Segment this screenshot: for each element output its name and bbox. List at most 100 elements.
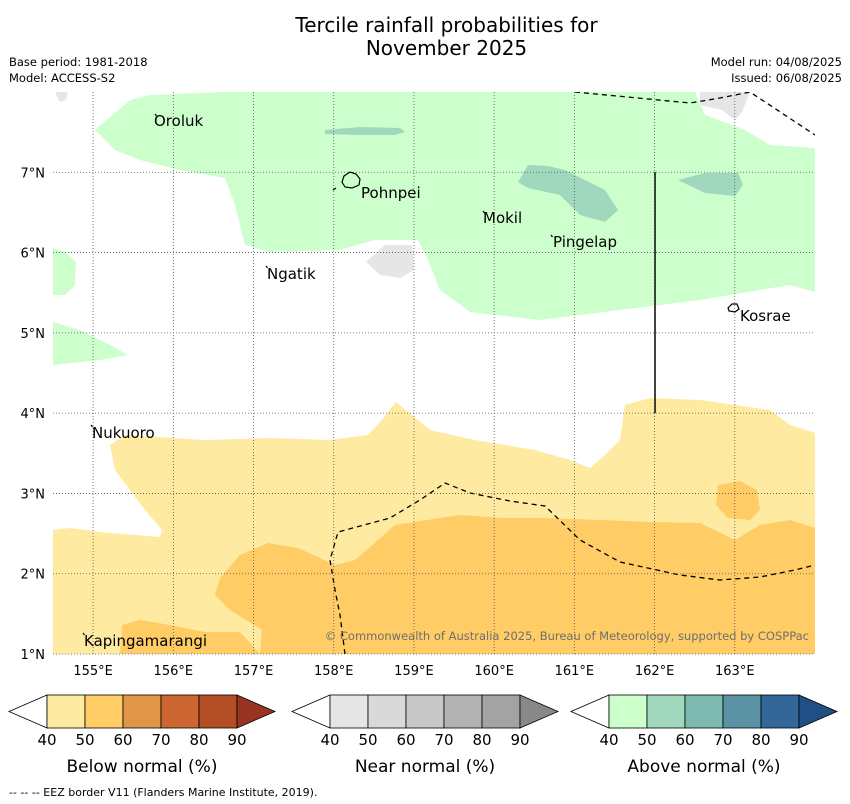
model-run: Model run: 04/08/2025 [710, 55, 842, 69]
colorbar-segment [684, 694, 724, 729]
place-names: Oroluk Pohnpei Mokil Pingelap Ngatik Kosrae Nu… [82, 112, 791, 650]
base-period: Base period: 1981-2018 [9, 55, 148, 69]
colorbar-tick-label: 40 [599, 731, 618, 749]
colorbar-tick-label: 80 [751, 731, 770, 749]
latitude-tick-label: 1°N [21, 648, 46, 663]
title-line-1: Tercile rainfall probabilities for [295, 13, 598, 37]
colorbar-tick-label: 70 [434, 731, 453, 749]
longitude-tick-label: 158°E [314, 664, 354, 679]
place-label-kosrae: Kosrae [740, 307, 791, 325]
colorbar-tick-label: 90 [789, 731, 808, 749]
eez-border-north [574, 92, 815, 136]
model-info: Base period: 1981-2018 Model: ACCESS-S2 [9, 54, 148, 86]
longitude-tick-label: 156°E [154, 664, 194, 679]
map-title: Tercile rainfall probabilities for Novem… [0, 14, 850, 60]
colorbar-segment [405, 694, 445, 729]
run-info: Model run: 04/08/2025 Issued: 06/08/2025 [711, 54, 842, 86]
colorbar-1: 40 50 60 70 80 90 Below normal (%) [7, 694, 277, 777]
latitude-tick-label: 6°N [21, 247, 46, 262]
copyright-notice: © Commonwealth of Australia 2025, Bureau… [325, 629, 809, 643]
colorbar-segment [329, 694, 369, 729]
colorbar-tick-label: 60 [113, 731, 132, 749]
colorbar-segment [608, 694, 648, 729]
place-label-ngatik: Ngatik [267, 265, 316, 283]
eez-footnote: -- -- -- EEZ border V11 (Flanders Marine… [9, 786, 318, 799]
colorbar-3: 40 50 60 70 80 90 Above normal (%) [569, 694, 839, 777]
graticule [53, 92, 815, 655]
place-marker [482, 210, 485, 214]
colorbar-min-extension [7, 694, 48, 729]
near-normal-50-region-a [366, 245, 414, 278]
model-name: Model: ACCESS-S2 [9, 71, 116, 85]
title-line-2: November 2025 [365, 36, 528, 60]
colorbar-tick-label: 40 [37, 731, 56, 749]
place-marker [154, 113, 157, 117]
colorbar-segment [646, 694, 686, 729]
colorbar-tick-label: 80 [189, 731, 208, 749]
place-marker [265, 265, 268, 269]
below-normal-60-east-blob [716, 481, 760, 520]
place-marker [550, 234, 553, 238]
longitude-tick-label: 159°E [394, 664, 434, 679]
islands [332, 171, 740, 313]
place-label-pingelap: Pingelap [553, 233, 617, 251]
above-normal-60-region-b [678, 173, 743, 196]
place-label-oroluk: Oroluk [154, 112, 203, 130]
place-label-pohnpei: Pohnpei [361, 184, 421, 202]
above-normal-60-region-c [325, 127, 405, 135]
colorbar-segment [198, 694, 238, 729]
above-normal-west-patch-2 [53, 322, 128, 365]
colorbar-tick-label: 50 [75, 731, 94, 749]
below-normal-60-region [215, 515, 815, 654]
longitude-tick-label: 155°E [73, 664, 113, 679]
longitude-tick-label: 160°E [474, 664, 514, 679]
below-normal-60-southwest [120, 620, 260, 654]
colorbar-segment [722, 694, 762, 729]
colorbar-tick-label: 90 [510, 731, 529, 749]
latitude-tick-label: 5°N [21, 327, 46, 342]
colorbar-tick-label: 50 [358, 731, 377, 749]
colorbar-segment [160, 694, 200, 729]
colorbar-tick-label: 40 [320, 731, 339, 749]
above-normal-west-patch-1 [53, 248, 76, 295]
colorbar-min-extension [290, 694, 331, 729]
place-label-nukuoro: Nukuoro [92, 424, 155, 442]
colorbar-label: Below normal (%) [67, 757, 218, 777]
colorbar-segment [481, 694, 521, 729]
colorbar-min-extension [569, 694, 610, 729]
colorbar-segment [367, 694, 407, 729]
issue-date: Issued: 06/08/2025 [731, 71, 842, 85]
probability-fields [53, 92, 815, 654]
eez-borders [329, 92, 815, 654]
pohnpei-islet [332, 187, 337, 191]
colorbar-max-extension [798, 694, 839, 729]
colorbar-segment [46, 694, 86, 729]
eez-border-south [329, 482, 815, 654]
colorbar-tick-label: 80 [472, 731, 491, 749]
colorbar-tick-label: 70 [151, 731, 170, 749]
colorbar-tick-label: 90 [227, 731, 246, 749]
place-marker [90, 424, 93, 428]
above-normal-60-region-a [518, 165, 618, 222]
colorbar-legends: 40 50 60 70 80 90 Below normal (%) 40 50 60 70 80 90… [7, 694, 839, 777]
longitude-tick-label: 157°E [234, 664, 274, 679]
latitude-tick-label: 2°N [21, 568, 46, 583]
longitude-tick-label: 162°E [635, 664, 675, 679]
colorbar-2: 40 50 60 70 80 90 Near normal (%) [290, 694, 560, 777]
kosrae-island-shape [727, 303, 740, 313]
near-normal-50-region-c [55, 92, 68, 102]
place-marker [82, 632, 85, 636]
colorbar-tick-label: 50 [637, 731, 656, 749]
colorbar-segment [760, 694, 800, 729]
latitude-tick-label: 3°N [21, 487, 46, 502]
place-label-mokil: Mokil [483, 209, 522, 227]
latitude-tick-label: 7°N [21, 166, 46, 181]
colorbar-max-extension [519, 694, 560, 729]
colorbar-max-extension [236, 694, 277, 729]
colorbar-label: Above normal (%) [627, 757, 780, 777]
near-normal-50-region-b [700, 92, 750, 120]
colorbar-segment [443, 694, 483, 729]
colorbar-segment [84, 694, 124, 729]
colorbar-segment [122, 694, 162, 729]
